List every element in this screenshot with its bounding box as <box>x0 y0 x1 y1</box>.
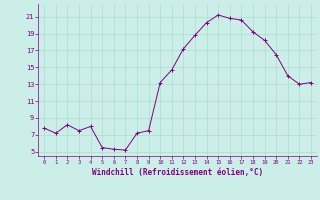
X-axis label: Windchill (Refroidissement éolien,°C): Windchill (Refroidissement éolien,°C) <box>92 168 263 177</box>
